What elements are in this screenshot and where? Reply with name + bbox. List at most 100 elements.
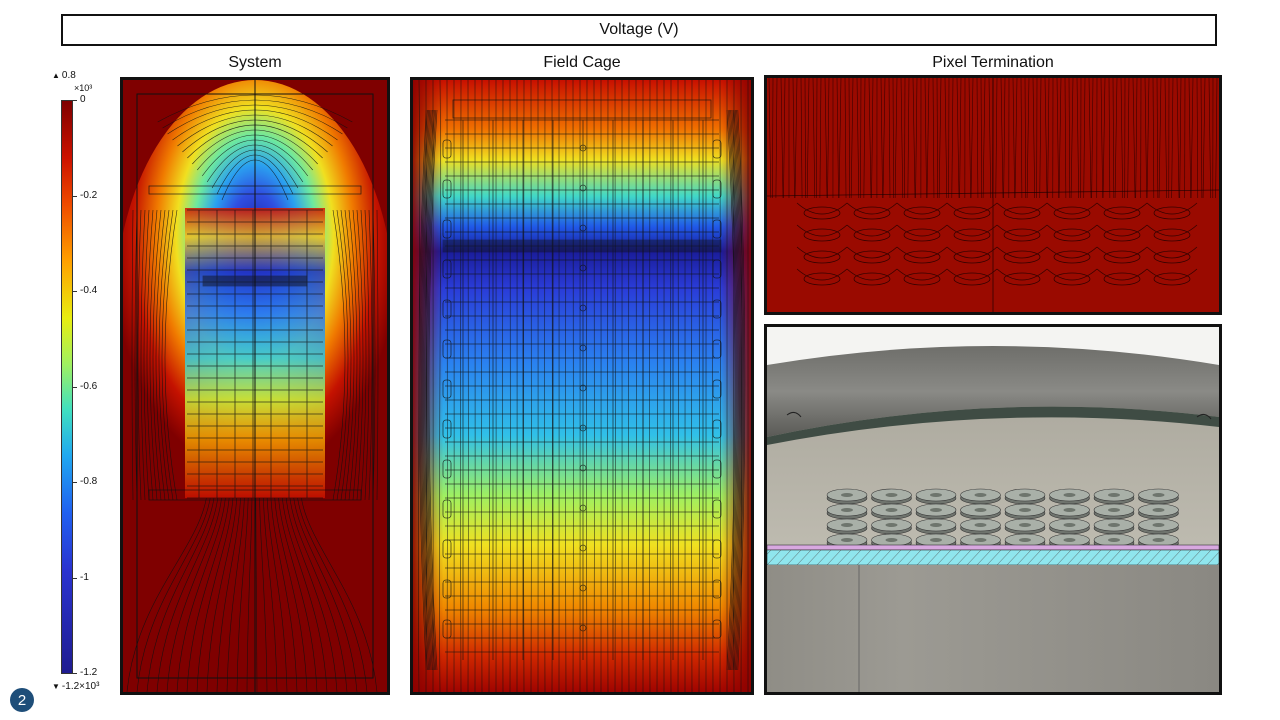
pixel-pad-center <box>841 493 853 497</box>
pixel-pad <box>903 228 941 242</box>
ring-clip-right <box>712 539 722 559</box>
hatch-line <box>767 549 782 566</box>
field-line <box>1156 78 1159 199</box>
field-line <box>768 78 772 199</box>
field-cage-voltage-map <box>413 80 751 692</box>
hatch-line <box>1126 549 1142 566</box>
pixel-pad <box>903 206 941 220</box>
field-line <box>263 497 278 692</box>
pixel-pad <box>953 272 991 286</box>
field-line <box>732 109 741 671</box>
field-line <box>146 209 154 501</box>
field-line <box>982 78 986 199</box>
colorbar-tick-label: -1.2 <box>80 667 98 678</box>
field-line <box>1202 78 1206 199</box>
support-hole <box>579 184 587 192</box>
field-line <box>900 78 904 199</box>
field-line <box>1096 202 1148 215</box>
field-line <box>289 497 348 692</box>
field-line <box>727 109 737 671</box>
pixel-pad-center <box>885 493 898 497</box>
ring-clip-left <box>442 339 452 359</box>
hatch-line <box>836 549 852 566</box>
hatch-line <box>786 549 802 566</box>
panel-label-field-cage: Field Cage <box>543 54 621 71</box>
top-plate <box>148 185 362 195</box>
hatch-line <box>1066 549 1082 566</box>
hatch-line <box>1186 549 1202 566</box>
field-line <box>846 268 898 281</box>
hatch-line <box>1016 549 1032 566</box>
hatch-line <box>866 549 882 566</box>
field-line <box>126 497 207 692</box>
pixel-pad <box>803 272 841 286</box>
field-line <box>775 78 778 199</box>
pixel-pad <box>1153 206 1191 220</box>
field-line <box>912 78 916 199</box>
ring-clip-left <box>442 539 452 559</box>
field-line <box>196 497 234 692</box>
field-line <box>794 78 798 199</box>
field-line <box>896 246 948 259</box>
slide-number-badge: 2 <box>10 688 34 712</box>
field-line <box>1096 246 1148 259</box>
cathode-plate <box>442 239 722 253</box>
field-line <box>1024 78 1027 199</box>
field-line <box>221 159 289 201</box>
pixel-pad-center <box>1019 508 1031 512</box>
support-hole <box>579 624 587 632</box>
field-line <box>1046 246 1098 259</box>
hatch-line <box>966 549 982 566</box>
field-line <box>352 209 361 501</box>
field-line <box>1096 224 1148 237</box>
pixel-pad-center <box>1152 508 1165 512</box>
field-line <box>360 209 367 501</box>
hatch-line <box>936 549 952 566</box>
hatch-line <box>767 549 772 555</box>
field-line <box>164 209 178 501</box>
field-line <box>880 78 883 199</box>
hatch-line <box>826 549 842 566</box>
field-line <box>896 202 948 215</box>
hatch-line <box>1086 549 1102 566</box>
field-line <box>152 209 162 501</box>
pixel-pad <box>1053 272 1091 286</box>
field-line <box>201 139 309 177</box>
top-electrode <box>452 99 712 119</box>
colorbar-tick-mark <box>73 291 77 292</box>
field-line <box>1000 78 1004 199</box>
field-line <box>192 129 318 165</box>
hatch-line <box>856 549 872 566</box>
hatch-line <box>1046 549 1062 566</box>
field-line <box>1215 78 1218 199</box>
field-line <box>246 497 253 692</box>
hatch-line <box>846 549 862 566</box>
ring-clip-right <box>712 579 722 599</box>
colorbar-tick-mark <box>73 195 77 197</box>
colorbar-tick-label: -0.2 <box>80 189 98 201</box>
field-line <box>796 224 848 237</box>
field-line <box>926 78 930 199</box>
ring-clip-left <box>442 219 452 239</box>
field-line <box>1176 78 1180 199</box>
pixel-pad-center <box>885 538 898 542</box>
field-line <box>1108 78 1111 199</box>
pixel-pad-center <box>1152 523 1165 527</box>
hatch-line <box>1106 549 1122 566</box>
pixel-pad <box>1003 250 1041 264</box>
field-line <box>161 209 174 501</box>
field-line <box>951 78 954 199</box>
colorbar-tick-mark <box>73 482 77 483</box>
support-hole <box>579 344 587 352</box>
field-line <box>270 497 298 692</box>
field-line <box>255 497 258 692</box>
hatch-line <box>816 549 832 566</box>
field-line <box>846 224 898 237</box>
field-line <box>422 109 431 671</box>
pixel-pad-center <box>1152 538 1165 542</box>
pixel-pad-center <box>1152 493 1165 497</box>
pixel-pad <box>1103 206 1141 220</box>
field-line <box>1164 78 1167 199</box>
field-line <box>796 202 848 215</box>
field-line <box>372 209 376 501</box>
